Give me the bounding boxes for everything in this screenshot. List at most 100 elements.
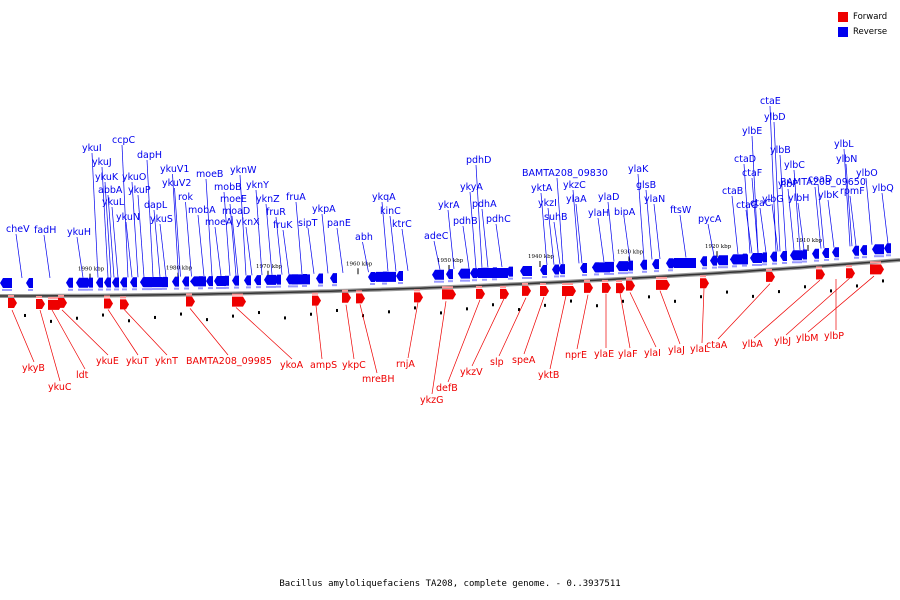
reverse-leader-line xyxy=(43,234,51,278)
reverse-gene-shadow xyxy=(604,272,614,275)
feature-dash xyxy=(232,314,234,318)
reverse-gene-arrow xyxy=(884,243,891,254)
reverse-gene-label: pdhC xyxy=(486,214,511,225)
reverse-gene-shadow xyxy=(256,286,261,289)
forward-leader-line xyxy=(407,302,419,359)
reverse-leader-line xyxy=(447,209,455,270)
feature-dash xyxy=(50,319,52,323)
reverse-leader-line xyxy=(321,213,329,274)
reverse-gene-arrow xyxy=(552,264,559,275)
forward-gene-label: defB xyxy=(436,383,458,394)
reverse-gene-label: ykuI xyxy=(82,143,102,154)
reverse-leader-line xyxy=(495,223,503,268)
reverse-gene-arrow xyxy=(790,250,802,261)
reverse-gene-shadow xyxy=(398,282,403,285)
reverse-gene-label: dapH xyxy=(137,150,162,161)
forward-gene-arrow xyxy=(500,288,509,299)
forward-leader-line xyxy=(717,283,771,340)
reverse-leader-line xyxy=(787,188,795,251)
feature-dash xyxy=(284,316,286,320)
reverse-leader-line xyxy=(743,163,751,254)
forward-gene-arrow xyxy=(476,288,485,299)
reverse-gene-label: ctaF xyxy=(742,168,762,179)
reverse-gene-arrow xyxy=(432,269,444,280)
reverse-gene-shadow xyxy=(448,280,453,283)
reverse-leader-line xyxy=(779,154,787,251)
forward-gene-shadow xyxy=(414,289,420,292)
reverse-leader-line xyxy=(827,199,835,248)
reverse-gene-arrow xyxy=(760,252,767,263)
reverse-gene-label: glsB xyxy=(636,180,656,191)
reverse-gene-arrow xyxy=(640,259,647,270)
forward-leader-line xyxy=(123,309,168,356)
feature-dash xyxy=(622,299,624,303)
forward-gene-label: slp xyxy=(490,357,504,368)
reverse-leader-line xyxy=(645,189,653,260)
reverse-gene-label: ctaE xyxy=(760,96,781,107)
reverse-gene-label: ylaK xyxy=(628,164,649,175)
forward-leader-line xyxy=(235,307,293,360)
scale-label: 1970 kbp xyxy=(256,264,283,270)
reverse-gene-shadow xyxy=(642,270,647,273)
forward-gene-shadow xyxy=(186,293,192,296)
reverse-gene-label: moeA xyxy=(205,217,233,228)
reverse-gene-shadow xyxy=(782,261,787,264)
reverse-gene-label: BAMTA208_09650 xyxy=(780,177,866,188)
reverse-gene-arrow xyxy=(716,255,728,266)
reverse-leader-line xyxy=(107,194,115,278)
reverse-leader-line xyxy=(849,195,857,246)
feature-dash xyxy=(310,312,312,316)
legend-forward: Forward xyxy=(838,9,887,24)
reverse-leader-line xyxy=(751,177,759,253)
reverse-leader-line xyxy=(172,173,179,277)
reverse-gene-shadow xyxy=(628,271,633,274)
feature-dash xyxy=(180,312,182,316)
feature-dash xyxy=(154,315,156,319)
forward-leader-line xyxy=(345,304,355,360)
reverse-gene-label: rok xyxy=(178,192,194,203)
feature-dash xyxy=(414,306,416,310)
reverse-leader-line xyxy=(817,183,825,249)
reverse-gene-arrow xyxy=(76,277,88,288)
reverse-gene-shadow xyxy=(668,269,673,272)
reverse-gene-arrow xyxy=(190,276,206,287)
reverse-gene-shadow xyxy=(854,256,859,259)
forward-gene-shadow xyxy=(476,285,482,288)
reverse-gene-shadow xyxy=(288,285,298,288)
reverse-gene-arrow xyxy=(446,269,453,280)
reverse-leader-line xyxy=(597,217,605,263)
reverse-leader-line xyxy=(572,189,580,264)
forward-gene-shadow xyxy=(500,285,506,288)
reverse-leader-line xyxy=(881,192,889,244)
reverse-gene-shadow xyxy=(162,287,167,290)
reverse-gene-label: ctaG xyxy=(736,200,758,211)
reverse-gene-shadow xyxy=(874,255,884,258)
forward-gene-arrow xyxy=(232,296,246,307)
reverse-gene-label: moaD xyxy=(222,206,250,217)
forward-gene-arrow xyxy=(36,298,45,309)
reverse-gene-label: ccpC xyxy=(112,135,135,146)
reverse-leader-line xyxy=(843,148,851,247)
reverse-gene-label: ykuJ xyxy=(92,157,112,168)
forward-leader-line xyxy=(189,308,229,356)
reverse-gene-label: fruA xyxy=(286,192,306,203)
forward-gene-label: ylbM xyxy=(796,333,819,344)
reverse-gene-label: cheV xyxy=(6,224,30,235)
reverse-gene-label: abbA xyxy=(98,185,123,196)
forward-gene-shadow xyxy=(540,283,546,286)
forward-gene-label: yktB xyxy=(538,370,559,381)
reverse-gene-label: ylbD xyxy=(764,112,786,123)
reverse-leader-line xyxy=(389,215,397,272)
feature-dash xyxy=(388,310,390,314)
reverse-leader-line xyxy=(433,240,441,270)
reverse-gene-arrow xyxy=(832,247,839,258)
reverse-leader-line xyxy=(540,192,548,266)
reverse-gene-arrow xyxy=(232,275,239,286)
reverse-gene-shadow xyxy=(472,279,477,282)
reverse-gene-label: ylaH xyxy=(588,208,609,219)
reverse-gene-label: suhB xyxy=(544,212,568,223)
reverse-swatch xyxy=(838,26,848,37)
reverse-gene-arrow xyxy=(470,268,477,279)
feature-dash xyxy=(336,308,338,312)
reverse-gene-shadow xyxy=(122,288,127,291)
